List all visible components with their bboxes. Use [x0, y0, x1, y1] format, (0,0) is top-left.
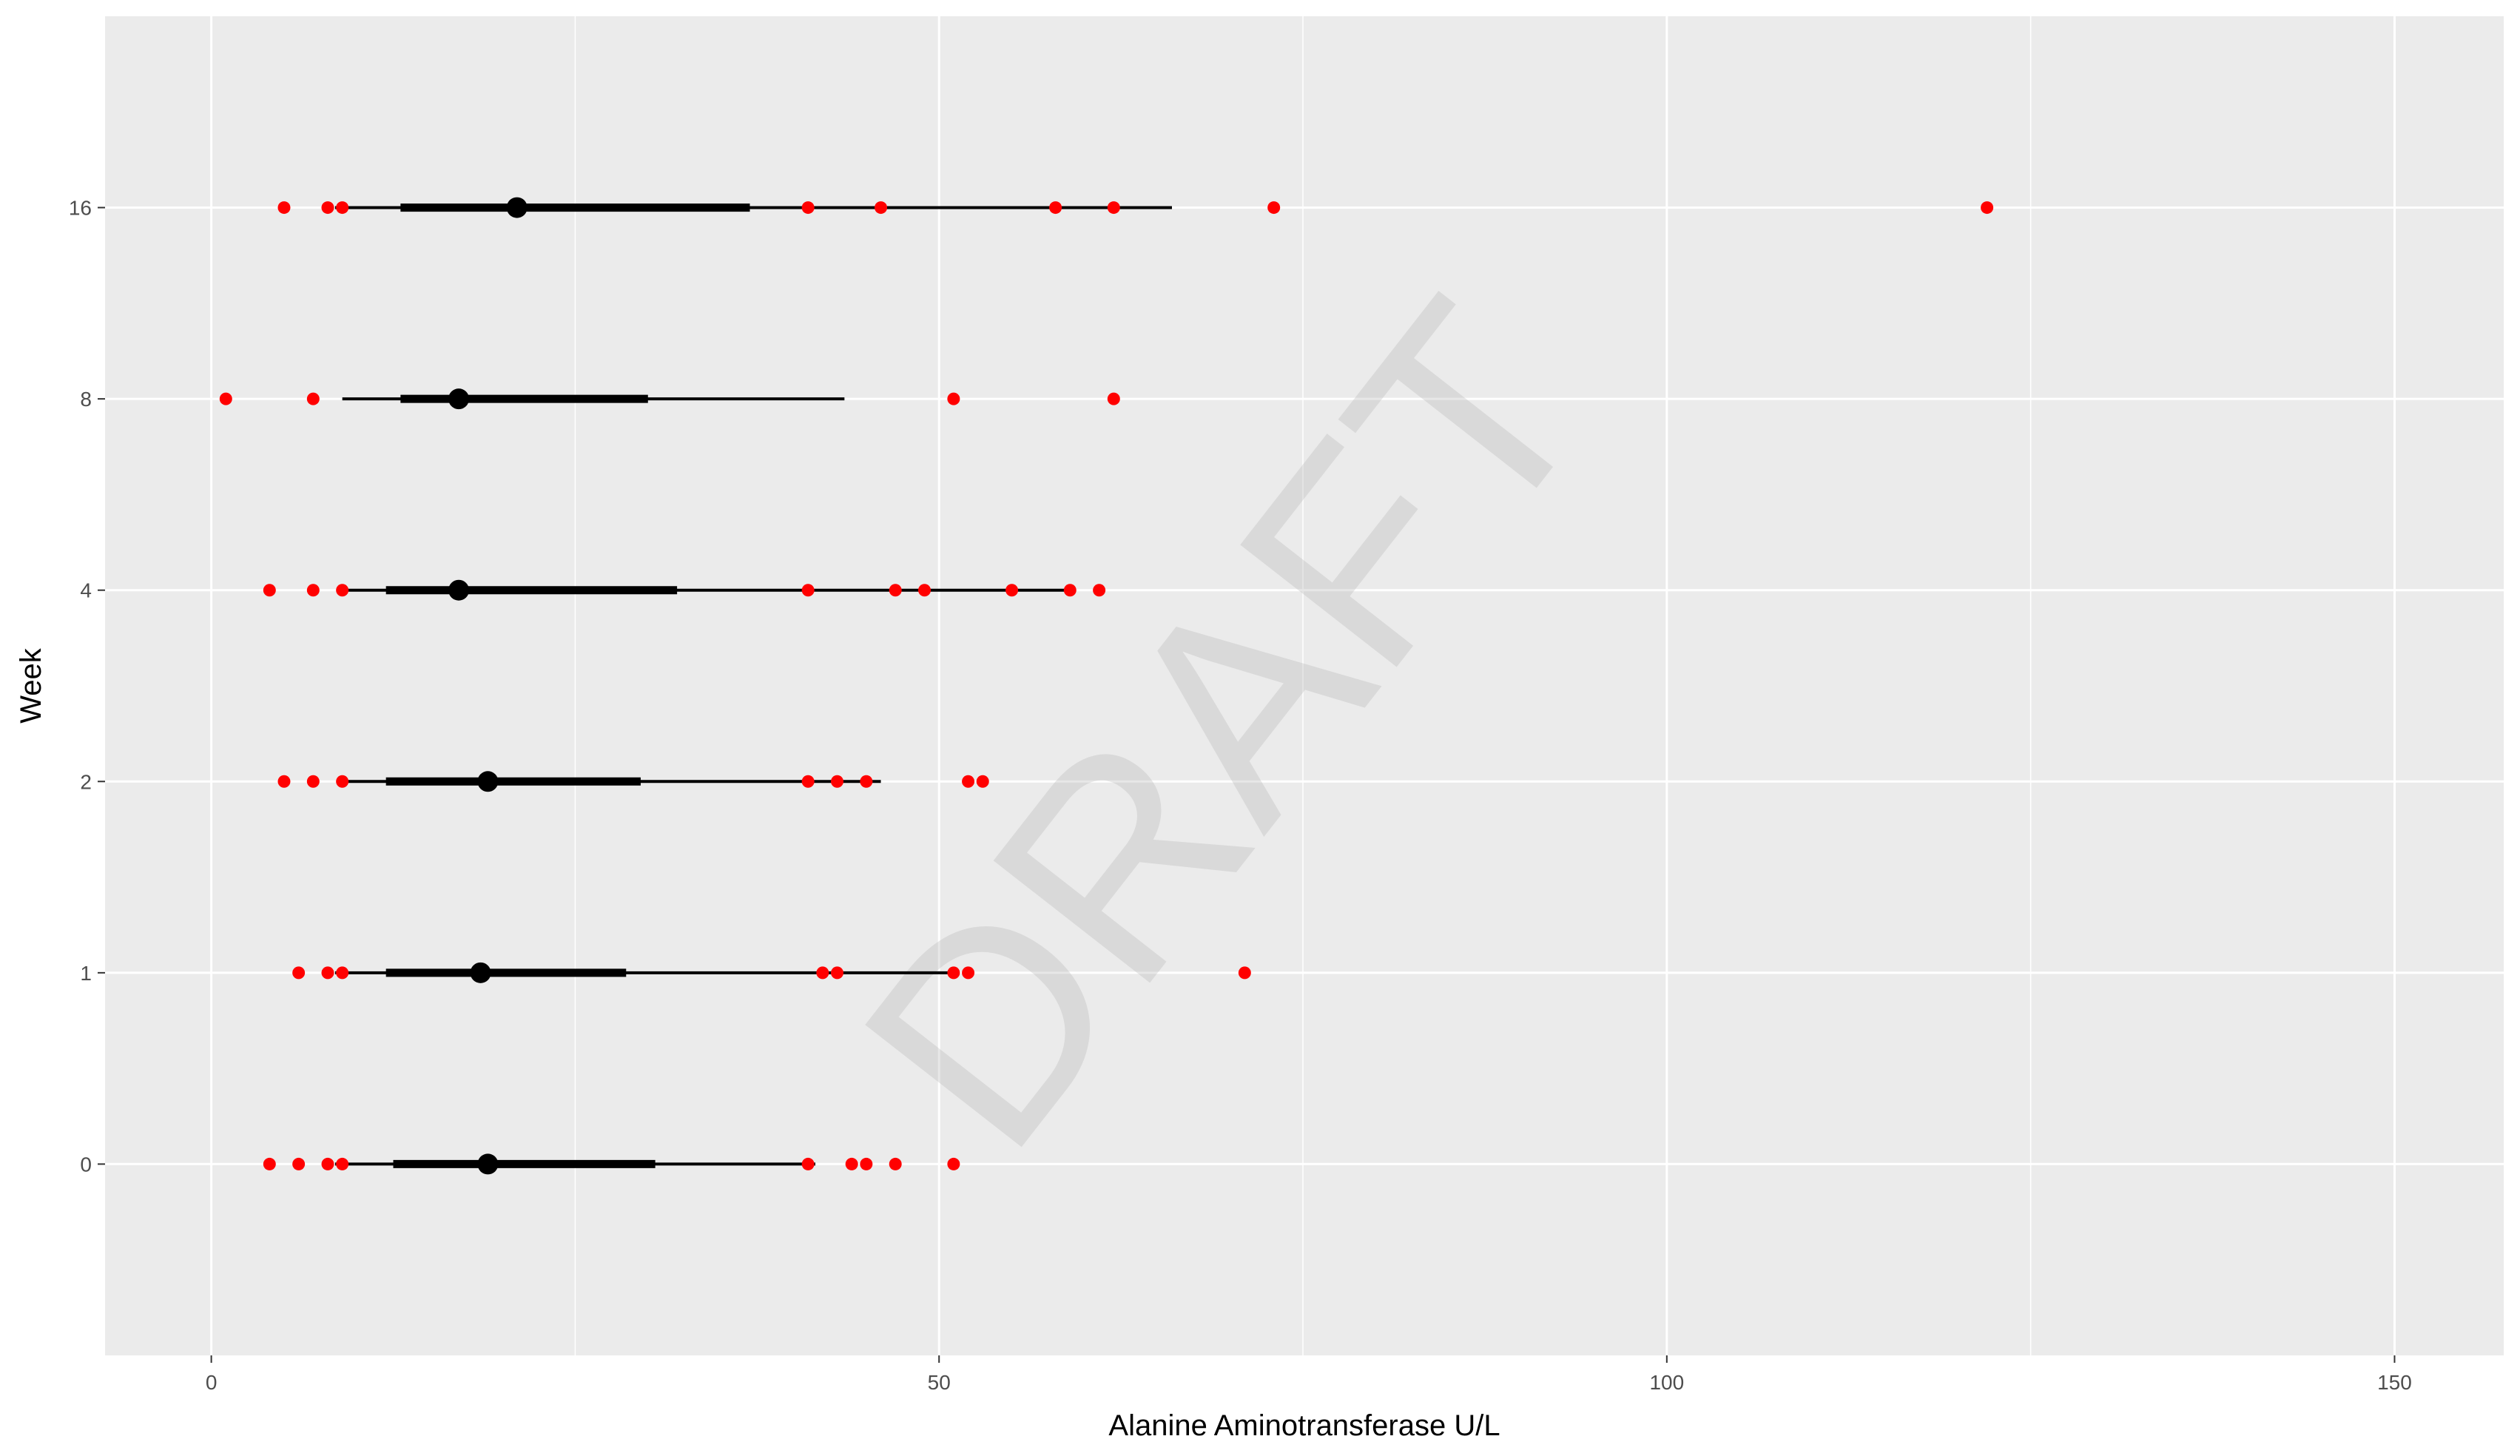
box-week-0 — [263, 1153, 960, 1175]
outlier-point — [336, 966, 349, 980]
box-week-2 — [277, 771, 989, 792]
outlier-point — [962, 775, 975, 788]
outlier-point — [292, 966, 306, 980]
outlier-point — [306, 775, 320, 788]
outlier-point — [1093, 584, 1106, 597]
outlier-point — [263, 584, 276, 597]
outlier-point — [1063, 584, 1077, 597]
outlier-point — [860, 775, 873, 788]
outlier-point — [1049, 201, 1062, 215]
y-tick-label: 8 — [80, 388, 92, 411]
y-tick-label: 0 — [80, 1153, 92, 1176]
median-point — [477, 1153, 499, 1175]
box-plots — [219, 197, 1994, 1175]
outlier-point — [918, 584, 931, 597]
outlier-point — [831, 775, 844, 788]
outlier-point — [1005, 584, 1019, 597]
outlier-point — [219, 392, 232, 405]
outlier-point — [336, 201, 349, 215]
outlier-point — [889, 1157, 902, 1170]
outlier-point — [336, 775, 349, 788]
outlier-point — [321, 1157, 334, 1170]
outlier-point — [816, 966, 829, 980]
outlier-point — [801, 201, 815, 215]
box-week-1 — [292, 962, 1251, 983]
outlier-point — [306, 584, 320, 597]
outlier-point — [1107, 392, 1120, 405]
y-tick-label: 1 — [80, 962, 92, 985]
outlier-point — [336, 1157, 349, 1170]
outlier-point — [277, 201, 291, 215]
outlier-point — [801, 1157, 815, 1170]
median-point — [506, 197, 528, 218]
outlier-point — [306, 392, 320, 405]
outlier-point — [962, 966, 975, 980]
outlier-point — [801, 584, 815, 597]
outlier-point — [1267, 201, 1281, 215]
x-axis-title: Alanine Aminotransferase U/L — [1108, 1409, 1500, 1442]
plot-panel — [105, 16, 2504, 1355]
x-tick-label: 150 — [2377, 1371, 2412, 1394]
outlier-point — [1981, 201, 1994, 215]
outlier-point — [947, 392, 960, 405]
outlier-point — [321, 201, 334, 215]
outlier-point — [263, 1157, 276, 1170]
y-tick-label: 4 — [80, 579, 92, 602]
y-tick-label: 2 — [80, 770, 92, 793]
y-tick-label: 16 — [69, 197, 92, 220]
x-axis-ticks: 0 50 100 150 — [206, 1355, 2412, 1394]
minor-gridlines — [574, 16, 2032, 1355]
outlier-point — [831, 966, 844, 980]
x-tick-label: 100 — [1649, 1371, 1684, 1394]
outlier-point — [976, 775, 989, 788]
median-point — [448, 388, 470, 410]
outlier-point — [947, 966, 960, 980]
x-tick-label: 50 — [928, 1371, 951, 1394]
median-point — [448, 579, 470, 601]
outlier-point — [860, 1157, 873, 1170]
outlier-point — [277, 775, 291, 788]
outlier-point — [336, 584, 349, 597]
outlier-point — [321, 966, 334, 980]
x-tick-label: 0 — [206, 1371, 218, 1394]
median-point — [477, 771, 499, 792]
box-week-16 — [277, 197, 1994, 218]
outlier-point — [845, 1157, 858, 1170]
box-week-4 — [263, 579, 1106, 601]
outlier-point — [801, 775, 815, 788]
outlier-point — [947, 1157, 960, 1170]
median-point — [470, 962, 491, 983]
y-axis-ticks: 0 1 2 4 8 16 — [69, 197, 105, 1176]
outlier-point — [1107, 201, 1120, 215]
outlier-point — [1238, 966, 1251, 980]
y-axis-title: Week — [15, 647, 47, 724]
box-week-8 — [219, 388, 1120, 410]
outlier-point — [889, 584, 902, 597]
outlier-point — [875, 201, 888, 215]
outlier-point — [292, 1157, 306, 1170]
